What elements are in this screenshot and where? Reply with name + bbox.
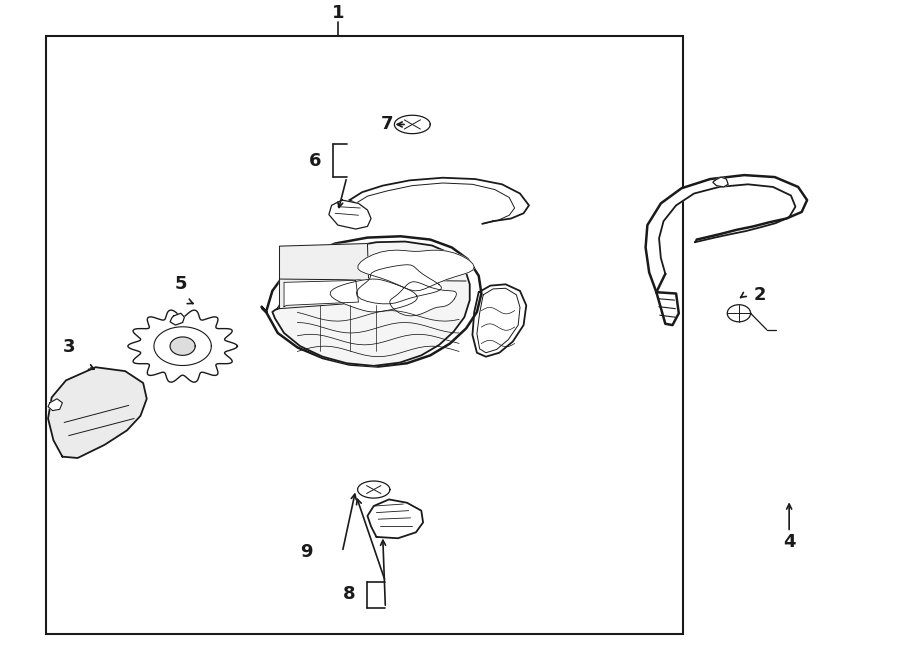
- Polygon shape: [367, 499, 423, 538]
- Polygon shape: [170, 337, 195, 355]
- Polygon shape: [472, 284, 526, 357]
- Text: 3: 3: [62, 338, 75, 355]
- Text: 9: 9: [301, 543, 312, 561]
- Text: 8: 8: [343, 585, 356, 603]
- Polygon shape: [273, 242, 470, 366]
- Polygon shape: [727, 305, 751, 322]
- Polygon shape: [713, 177, 728, 187]
- Polygon shape: [645, 175, 807, 292]
- Polygon shape: [48, 367, 147, 458]
- Text: 7: 7: [381, 115, 393, 134]
- Polygon shape: [390, 281, 456, 316]
- Polygon shape: [357, 481, 390, 498]
- Text: 2: 2: [753, 287, 766, 305]
- Polygon shape: [328, 200, 371, 229]
- Polygon shape: [284, 281, 358, 307]
- Polygon shape: [128, 310, 238, 382]
- Text: 6: 6: [310, 152, 321, 169]
- Polygon shape: [394, 115, 430, 134]
- Text: 1: 1: [331, 3, 344, 22]
- Bar: [46, 36, 683, 634]
- Text: 5: 5: [175, 275, 187, 293]
- Polygon shape: [349, 177, 529, 224]
- Polygon shape: [358, 250, 474, 291]
- Polygon shape: [48, 399, 62, 410]
- Polygon shape: [170, 313, 184, 325]
- Polygon shape: [262, 236, 482, 367]
- Polygon shape: [356, 265, 441, 304]
- Polygon shape: [656, 292, 679, 325]
- Text: 4: 4: [783, 533, 796, 551]
- Polygon shape: [330, 279, 418, 312]
- Polygon shape: [280, 244, 369, 308]
